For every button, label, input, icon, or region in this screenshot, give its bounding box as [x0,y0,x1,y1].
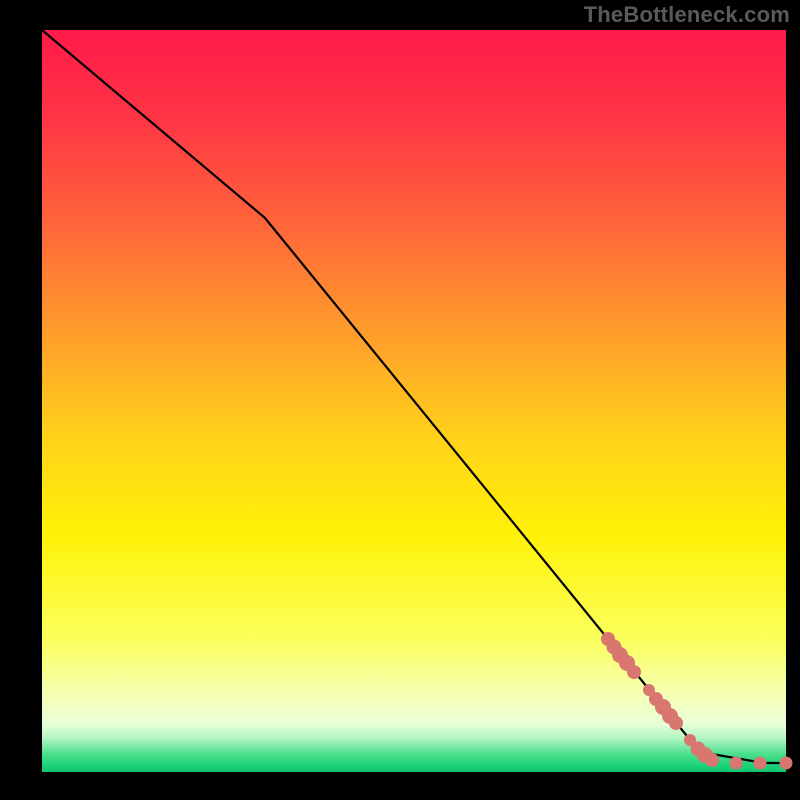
chart-container: TheBottleneck.com [0,0,800,800]
data-marker [627,665,641,679]
data-marker [780,757,793,770]
watermark-text: TheBottleneck.com [584,2,790,28]
bottleneck-chart [0,0,800,800]
data-marker [730,757,743,770]
data-marker [705,753,719,767]
data-marker [669,716,683,730]
data-marker [754,757,767,770]
